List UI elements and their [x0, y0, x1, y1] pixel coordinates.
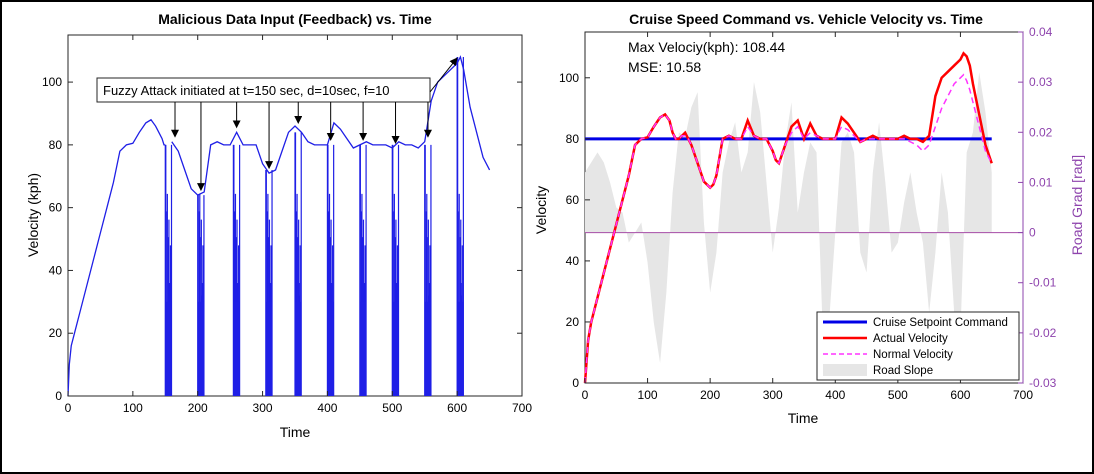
annotation-text: Fuzzy Attack initiated at t=150 sec, d=1… [103, 83, 390, 98]
right-y-tick-label: 60 [566, 193, 580, 207]
right-y2-axis-label: Road Grad [rad] [1069, 155, 1085, 255]
attack-burst [265, 169, 273, 396]
left-axes: 0 100 200 300 400 500 600 700 0 20 40 60 80 100 [42, 35, 532, 415]
left-y-tick-label: 40 [49, 263, 63, 277]
right-y2-tick-label: 0.01 [1029, 175, 1053, 189]
right-y2-tick-label: 0 [1029, 226, 1036, 240]
attack-burst [232, 144, 241, 396]
right-x-tick-label: 0 [582, 388, 589, 402]
attack-burst-fill [327, 301, 334, 396]
left-y-axis-label: Velocity (kph) [25, 173, 41, 257]
right-x-tick-label: 400 [825, 388, 845, 402]
legend-label: Actual Velocity [873, 333, 948, 345]
right-y2-tick-label: -0.03 [1029, 376, 1057, 390]
attack-burst [359, 144, 367, 396]
legend-label: Normal Velocity [873, 349, 953, 361]
right-y-tick-label: 80 [566, 132, 580, 146]
left-chart: Malicious Data Input (Feedback) vs. Time… [25, 11, 532, 440]
left-y-tick-label: 60 [49, 201, 63, 215]
attack-burst-fill [359, 301, 367, 396]
legend-label: Cruise Setpoint Command [873, 317, 1008, 329]
left-chart-title: Malicious Data Input (Feedback) vs. Time [158, 11, 432, 27]
left-x-tick-label: 500 [382, 401, 402, 415]
annotation-arrows [171, 57, 458, 192]
right-axes: 0 100 200 300 400 500 600 700 0 20 40 60 80 100 -0.03 -… [559, 25, 1057, 402]
attack-burst [164, 144, 173, 396]
right-series-layer [583, 51, 1023, 384]
right-x-axis-label: Time [788, 410, 819, 426]
right-x-tick-label: 500 [888, 388, 908, 402]
attack-burst [326, 144, 335, 396]
right-chart: Cruise Speed Command vs. Vehicle Velocit… [533, 11, 1085, 426]
attack-burst-fill [233, 301, 240, 396]
right-x-tick-label: 300 [763, 388, 783, 402]
attack-burst-fill [197, 301, 205, 396]
attack-burst [456, 56, 464, 396]
mse-annotation: MSE: 10.58 [628, 59, 701, 75]
left-x-axis-label: Time [280, 424, 311, 440]
left-x-tick-label: 700 [512, 401, 532, 415]
annotation-box [96, 77, 431, 103]
right-chart-title: Cruise Speed Command vs. Vehicle Velocit… [629, 11, 983, 27]
left-y-tick-label: 100 [42, 75, 62, 89]
right-y2-tick-label: -0.02 [1029, 326, 1057, 340]
attack-burst-fill [457, 301, 464, 396]
right-x-tick-label: 100 [638, 388, 658, 402]
road-slope-area [585, 72, 992, 363]
legend-label: Road Slope [873, 365, 933, 377]
left-x-tick-label: 100 [123, 401, 143, 415]
left-annotation-group: Fuzzy Attack initiated at t=150 sec, d=1… [96, 57, 458, 192]
left-x-tick-label: 600 [447, 401, 467, 415]
right-y-tick-label: 100 [559, 71, 579, 85]
left-series-layer [67, 55, 491, 397]
right-y-tick-label: 20 [566, 315, 580, 329]
left-y-tick-label: 80 [49, 138, 63, 152]
right-y-tick-label: 0 [572, 376, 579, 390]
feedback-series-pre-attack [67, 118, 166, 397]
left-y-tick-label: 0 [55, 389, 62, 403]
attack-burst [424, 144, 432, 396]
right-y2-tick-label: 0.02 [1029, 125, 1053, 139]
right-y-axis-label: Velocity [533, 186, 549, 234]
right-x-tick-label: 700 [1013, 388, 1033, 402]
attack-burst-fill [265, 301, 273, 396]
left-x-tick-label: 0 [65, 401, 72, 415]
right-x-tick-label: 200 [700, 388, 720, 402]
right-y2-tick-label: -0.01 [1029, 276, 1057, 290]
attack-burst [391, 144, 400, 396]
right-y2-tick-label: 0.04 [1029, 25, 1053, 39]
feedback-series-post-attack [171, 55, 491, 196]
left-x-tick-label: 400 [317, 401, 337, 415]
right-y2-tick-label: 0.03 [1029, 75, 1053, 89]
annotation-arrow-final [429, 57, 458, 93]
max-velocity-annotation: Max Velociy(kph): 108.44 [628, 39, 785, 55]
attack-burst [197, 193, 205, 396]
right-x-tick-label: 600 [950, 388, 970, 402]
left-x-tick-label: 200 [188, 401, 208, 415]
normal-velocity-line [584, 73, 993, 384]
right-y-tick-label: 40 [566, 254, 580, 268]
attack-burst-fill [424, 301, 432, 396]
left-y-tick-label: 20 [49, 326, 63, 340]
legend-swatch [823, 364, 867, 376]
attack-burst-fill [392, 301, 399, 396]
attack-burst-fill [295, 301, 302, 396]
right-legend: Cruise Setpoint Command Actual Velocity No… [816, 311, 1020, 381]
attack-burst-fill [165, 301, 172, 396]
attack-burst [294, 132, 302, 396]
left-x-tick-label: 300 [253, 401, 273, 415]
